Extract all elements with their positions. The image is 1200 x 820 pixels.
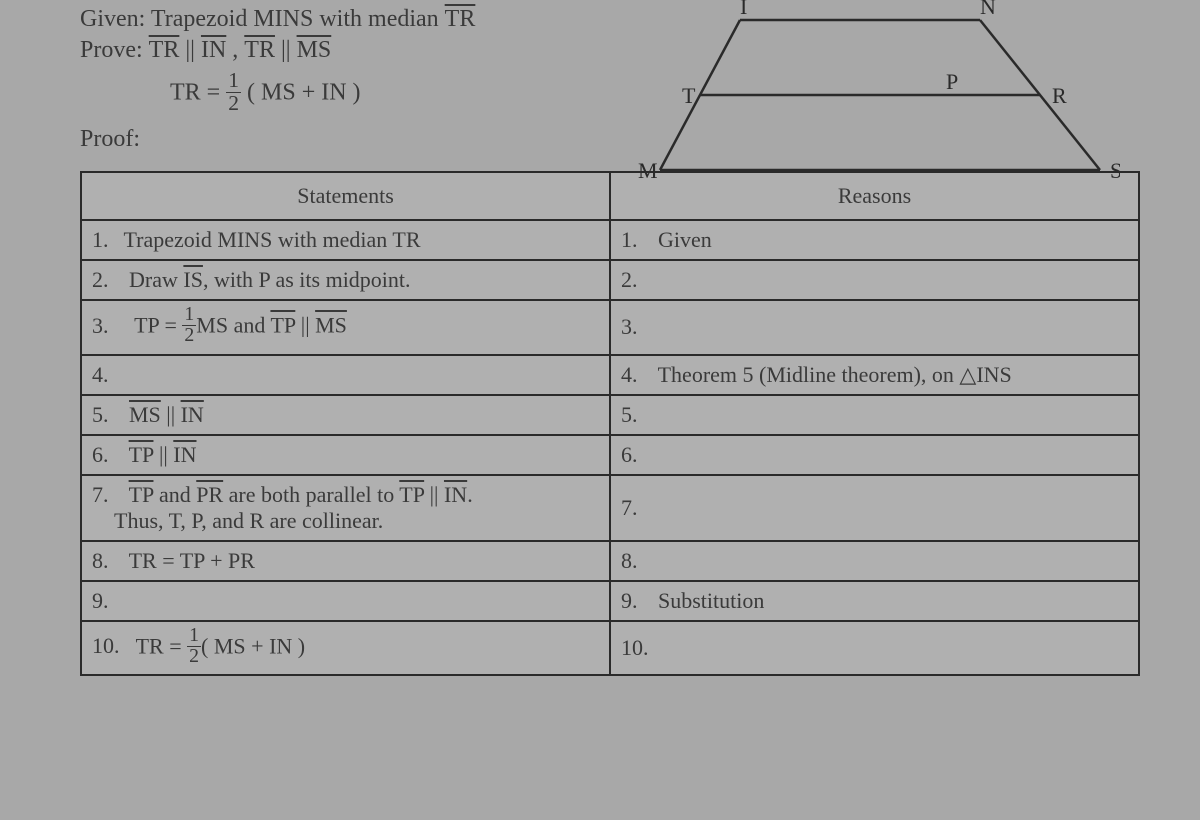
table-row: 1. Trapezoid MINS with median TR 1. Give…: [81, 220, 1139, 260]
header-statements: Statements: [81, 172, 610, 220]
svg-text:N: N: [980, 0, 996, 19]
prove-in: IN: [201, 37, 226, 63]
svg-text:I: I: [740, 0, 747, 19]
svg-text:P: P: [946, 69, 958, 94]
table-row: 2. Draw IS, with P as its midpoint. 2.: [81, 260, 1139, 300]
prove-ms: MS: [297, 37, 332, 63]
formula-fraction: 1 2: [226, 70, 241, 114]
table-row: 7. TP and PR are both parallel to TP || …: [81, 475, 1139, 541]
svg-text:S: S: [1110, 158, 1120, 183]
svg-text:T: T: [682, 83, 696, 108]
prove-label: Prove:: [80, 37, 143, 63]
prove-tr1: TR: [149, 37, 180, 63]
table-row: 6. TP || IN 6.: [81, 435, 1139, 475]
trapezoid-diagram: I N T P R M S: [620, 0, 1120, 190]
formula-right: MS + IN: [261, 80, 347, 106]
svg-text:M: M: [638, 158, 658, 183]
parallel-2: ||: [281, 37, 297, 63]
formula-paren-open: (: [247, 80, 261, 106]
table-row: 3. TP = 1 2 MS and TP || MS 3.: [81, 300, 1139, 355]
formula-paren-close: ): [347, 80, 361, 106]
proof-table: Statements Reasons 1. Trapezoid MINS wit…: [80, 171, 1140, 676]
proof-page: Given: Trapezoid MINS with median TR Pro…: [80, 0, 1160, 820]
given-text: Trapezoid MINS with median: [151, 6, 445, 32]
svg-text:R: R: [1052, 83, 1067, 108]
given-tr: TR: [445, 6, 476, 32]
given-label: Given:: [80, 6, 145, 32]
parallel-1: ||: [185, 37, 201, 63]
table-row: 5. MS || IN 5.: [81, 395, 1139, 435]
table-row: 9. 9. Substitution: [81, 581, 1139, 621]
formula-left: TR =: [170, 80, 226, 106]
proof-body: 1. Trapezoid MINS with median TR 1. Give…: [81, 220, 1139, 675]
table-row: 8. TR = TP + PR 8.: [81, 541, 1139, 581]
comma: ,: [232, 37, 244, 63]
table-row: 10. TR = 1 2 ( MS + IN ) 10.: [81, 621, 1139, 676]
handwritten-statement: Trapezoid MINS with median TR: [124, 227, 421, 252]
prove-tr2: TR: [244, 37, 275, 63]
table-row: 4. 4. Theorem 5 (Midline theorem), on △I…: [81, 355, 1139, 395]
